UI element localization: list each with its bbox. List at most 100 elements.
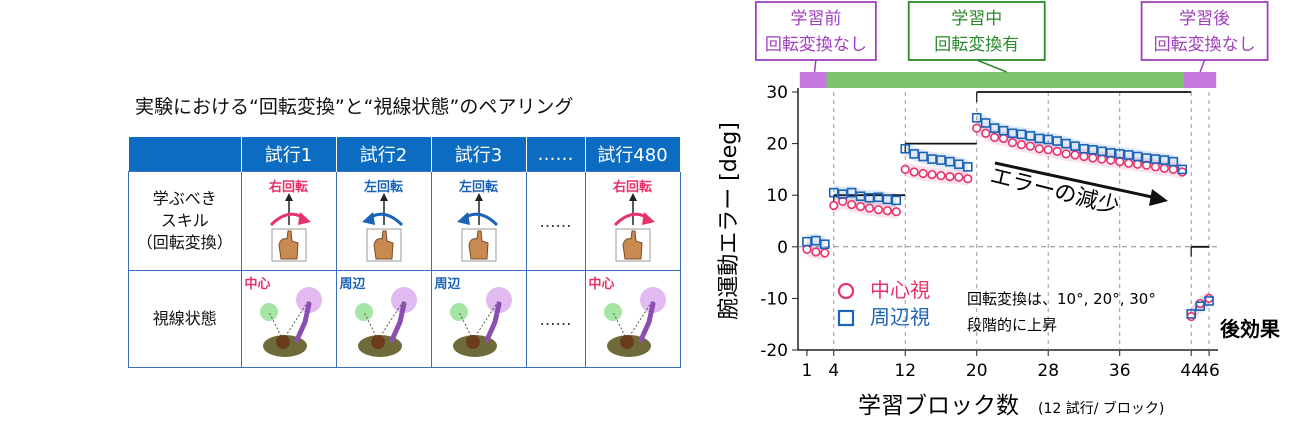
target-glow: [639, 287, 666, 313]
phase-name: 学習中: [951, 9, 1002, 29]
fixation-glow: [354, 303, 373, 321]
data-point-central: [1043, 145, 1053, 155]
data-point-peripheral: [891, 195, 902, 206]
data-point-central: [811, 247, 821, 257]
x-tick-label: 12: [894, 361, 916, 381]
data-point-peripheral: [1034, 133, 1045, 144]
up-arrow-icon: [474, 193, 483, 201]
skill-row-label: 学ぶべき スキル （回転変換）: [128, 171, 242, 271]
data-point-peripheral: [828, 187, 839, 198]
data-point-central: [1177, 167, 1187, 177]
data-point-central: [1070, 150, 1080, 160]
legend-label: 周辺視: [870, 305, 930, 329]
data-point-central: [829, 200, 839, 211]
y-axis-title: 腕運動エラー [deg]: [717, 122, 742, 320]
data-point-peripheral: [1150, 154, 1161, 164]
data-point-central: [1079, 151, 1089, 162]
data-point-peripheral: [1025, 131, 1036, 141]
gaze-diagram: [259, 287, 322, 357]
data-point-peripheral: [802, 236, 812, 247]
gaze-label: 中心: [588, 277, 615, 292]
data-point-peripheral: [998, 125, 1009, 136]
data-point-central: [1150, 162, 1161, 172]
data-point-peripheral: [846, 187, 857, 198]
rotation-label: 左回転: [458, 180, 498, 195]
data-point-peripheral: [927, 154, 937, 164]
rotation-diagram: [269, 193, 311, 262]
y-tick-label: 30: [766, 83, 788, 103]
data-point-peripheral: [1186, 309, 1196, 319]
ellipsis-text: ……: [539, 211, 572, 231]
fixation-glow: [259, 303, 278, 321]
phase-connector: [813, 59, 817, 73]
y-tick-label: 20: [766, 135, 788, 155]
data-point-peripheral: [1132, 151, 1143, 162]
phase-connector: [976, 59, 1007, 73]
x-tick-label: 28: [1037, 361, 1059, 381]
data-point-peripheral: [945, 156, 955, 167]
skill-cell: 右回転: [584, 171, 681, 271]
arm-shape: [389, 301, 406, 343]
data-point-central: [820, 248, 830, 258]
data-point-peripheral: [1141, 153, 1152, 163]
up-arrow-icon: [284, 193, 293, 201]
data-point-peripheral: [837, 189, 848, 199]
phase-condition: 回転変換なし: [765, 35, 867, 55]
data-point-peripheral: [873, 192, 884, 203]
data-point-peripheral: [1016, 129, 1027, 140]
data-point-central: [989, 132, 1000, 143]
data-point-central: [1159, 163, 1169, 173]
gaze-cell: ……: [525, 270, 586, 368]
x-tick-label: 1: [802, 361, 813, 381]
rotation-label: 右回転: [268, 180, 308, 195]
annotation-error-decrease: エラーの減少: [988, 164, 1122, 220]
data-point-peripheral: [1105, 148, 1116, 158]
data-point-peripheral: [1159, 155, 1170, 165]
phase-bar: [799, 72, 830, 88]
data-point-peripheral: [1204, 296, 1214, 306]
data-point-peripheral: [954, 159, 964, 170]
skill-cell: 左回転: [335, 171, 432, 271]
data-point-peripheral: [1088, 144, 1098, 155]
counterclockwise-arrow-icon: [361, 212, 375, 225]
pointing-hand-icon: [372, 230, 394, 260]
gaze-cell: 中心: [584, 270, 681, 368]
data-point-peripheral: [855, 191, 866, 202]
data-point-peripheral: [909, 149, 919, 159]
annotation-stepwise: 段階的に上昇: [967, 316, 1057, 334]
data-point-peripheral: [918, 151, 928, 162]
trend-arrow-icon: [1149, 189, 1168, 206]
up-arrow-icon: [379, 193, 388, 201]
head-shape: [275, 335, 290, 349]
data-point-peripheral: [1043, 134, 1054, 145]
phase-frame: [907, 1, 1046, 61]
y-tick-label: 10: [766, 186, 788, 206]
pairing-panel: 実験における“回転変換”と“視線状態”のペアリング 試行1 試行2 試行3 ………: [128, 96, 681, 368]
learning-curve-chart: 学習前回転変換なし学習中回転変換有学習後回転変換なし3020100-10-201…: [717, 1, 1280, 419]
data-point-central: [954, 172, 964, 182]
legend-label: 中心視: [870, 278, 930, 302]
data-point-peripheral: [900, 143, 911, 154]
x-tick-label: 44: [1180, 361, 1202, 381]
data-point-central: [847, 199, 857, 210]
data-point-central: [918, 168, 928, 179]
data-point-peripheral: [1114, 149, 1125, 159]
annotation-aftereffect: 後効果: [1220, 317, 1280, 341]
header-trial-3: 試行3: [431, 137, 527, 172]
rotation-diagram: [456, 193, 498, 262]
y-tick-label: -10: [760, 289, 788, 309]
data-point-central: [855, 201, 866, 212]
rotation-label: 右回転: [612, 180, 652, 195]
ellipsis-text: ……: [539, 309, 572, 329]
skill-cell: 左回転: [430, 171, 527, 271]
table-row-gaze: 視線状態 中心 周辺 周辺 …… 中心: [128, 270, 681, 368]
arm-shape: [638, 301, 655, 343]
phase-frame: [754, 1, 877, 61]
gaze-label: 中心: [244, 277, 271, 292]
x-tick-label: 36: [1109, 361, 1131, 381]
header-blank: [128, 137, 242, 172]
data-point-central: [909, 167, 919, 177]
skill-label-line1: 学ぶべき: [152, 189, 217, 208]
